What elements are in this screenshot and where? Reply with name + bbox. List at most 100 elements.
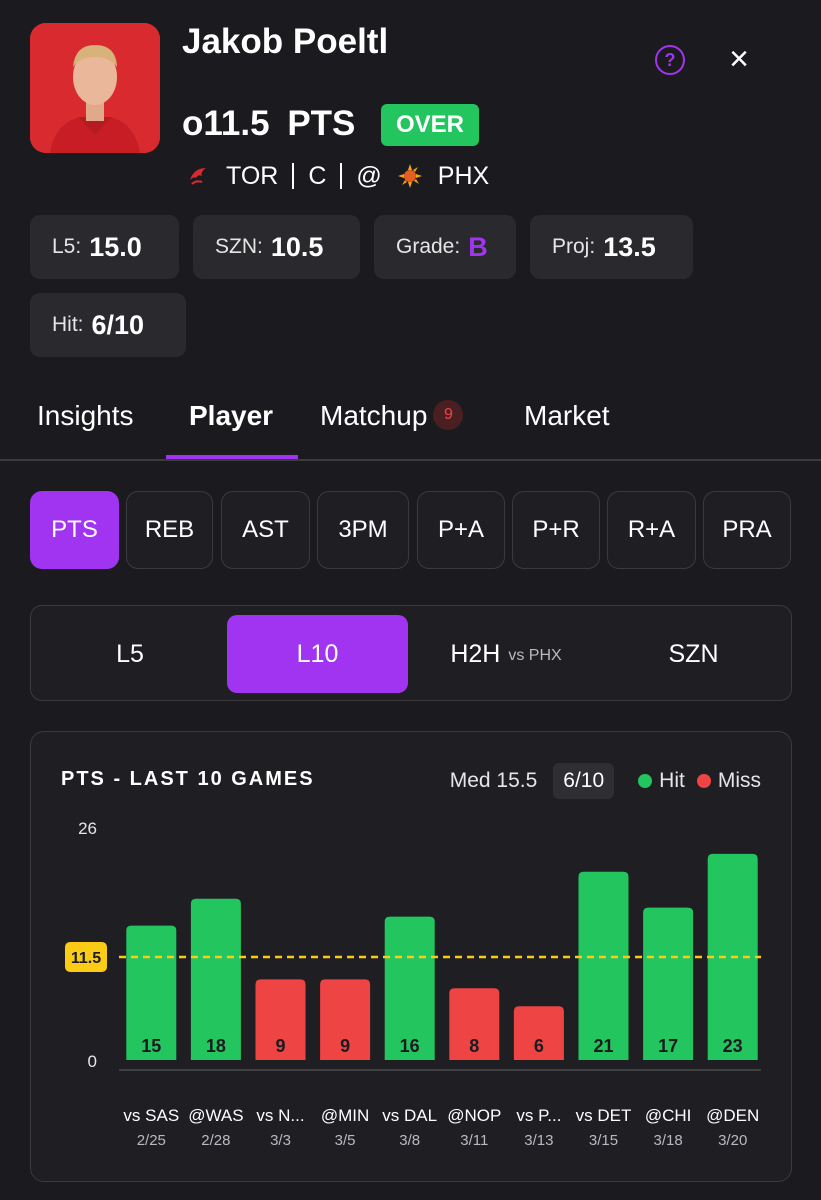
chart-bar xyxy=(320,979,371,1060)
stat-value: 15.0 xyxy=(89,231,142,262)
tab-matchup[interactable]: Matchup 9 xyxy=(320,399,464,433)
prop-line-badge xyxy=(65,941,107,972)
prop-line-label: 11.5 xyxy=(71,950,101,967)
tab-bar: Insights Player Matchup 9 Market xyxy=(0,388,821,460)
tab-label: Matchup xyxy=(320,400,428,431)
legend-miss: Miss xyxy=(696,769,761,793)
legend-hit-label: Hit xyxy=(659,769,685,792)
tab-insights[interactable]: Insights xyxy=(37,400,134,431)
player-position: C xyxy=(308,161,327,190)
stat-chip-p-r[interactable]: P+R xyxy=(512,491,600,569)
chart-bar xyxy=(384,916,435,1060)
stat-hit: Hit: 6/10 xyxy=(30,293,186,357)
bar-value-label: 6 xyxy=(534,1036,544,1056)
stat-chip-r-a[interactable]: R+A xyxy=(607,491,696,569)
chart-bar xyxy=(449,988,500,1060)
hit-count-pill: 6/10 xyxy=(553,763,615,799)
range-selector: L5 L10 H2H vs PHX SZN xyxy=(30,605,792,701)
pick-badge: OVER xyxy=(381,104,480,146)
at-symbol: @ xyxy=(356,161,382,190)
stat-value: 6/10 xyxy=(91,309,145,340)
legend-hit: Hit xyxy=(638,769,685,793)
chart-bar xyxy=(643,907,694,1060)
suns-logo-icon xyxy=(396,162,424,190)
chart-bar xyxy=(513,1006,564,1060)
chart-bar xyxy=(126,925,177,1060)
stat-chip-3pm[interactable]: 3PM xyxy=(317,491,409,569)
help-icon[interactable]: ? xyxy=(655,45,685,75)
x-category-label: vs SAS xyxy=(123,1106,179,1125)
x-category-label: vs DET xyxy=(576,1106,632,1125)
x-date-label: 3/11 xyxy=(460,1132,488,1149)
stat-label: SZN: xyxy=(215,235,263,258)
stat-chip-reb[interactable]: REB xyxy=(126,491,213,569)
stat-proj: Proj: 13.5 xyxy=(530,215,693,279)
range-label: H2H xyxy=(450,639,501,668)
tab-market[interactable]: Market xyxy=(524,400,610,431)
player-name: Jakob Poeltl xyxy=(182,22,389,61)
stat-chip-ast[interactable]: AST xyxy=(221,491,310,569)
bar-value-label: 16 xyxy=(400,1036,420,1056)
stat-value: 10.5 xyxy=(270,231,324,262)
y-tick-label: 26 xyxy=(78,819,97,838)
chart-bar xyxy=(255,979,306,1060)
x-date-label: 3/18 xyxy=(653,1132,682,1149)
chart-card: PTS - LAST 10 GAMES Med 15.5 6/10 Hit Mi… xyxy=(30,731,792,1182)
range-l10[interactable]: L10 xyxy=(227,615,408,693)
legend-miss-label: Miss xyxy=(717,769,761,792)
chart-bar xyxy=(190,898,241,1060)
x-category-label: vs DAL xyxy=(382,1106,437,1125)
stat-label: Hit: xyxy=(52,313,84,336)
chart-title: PTS - LAST 10 GAMES xyxy=(61,768,315,790)
x-category-label: vs P... xyxy=(516,1106,561,1125)
stat-chip-p-a[interactable]: P+A xyxy=(417,491,505,569)
stat-grade: Grade: B xyxy=(374,215,516,279)
miss-dot-icon xyxy=(696,774,711,788)
range-h2h[interactable]: H2H vs PHX xyxy=(411,615,601,693)
player-avatar xyxy=(30,23,160,153)
bar-value-label: 8 xyxy=(469,1036,479,1056)
bar-value-label: 15 xyxy=(141,1036,161,1056)
active-tab-indicator xyxy=(166,455,298,459)
range-l5[interactable]: L5 xyxy=(116,639,144,668)
x-date-label: 3/8 xyxy=(399,1132,420,1149)
bar-chart: 26 0 15 vs SAS 2/25 18 @WAS 2/28 9 vs N... 3/3 9 @MI… xyxy=(65,819,761,1149)
stat-value: 13.5 xyxy=(603,231,656,262)
opponent-abbr: PHX xyxy=(437,161,490,190)
team-abbr: TOR xyxy=(226,161,279,190)
stat-value: B xyxy=(468,231,488,262)
divider xyxy=(340,163,343,189)
hit-dot-icon xyxy=(638,774,653,788)
stat-chip-pra[interactable]: PRA xyxy=(703,491,791,569)
close-icon[interactable]: × xyxy=(729,40,749,78)
x-date-label: 3/20 xyxy=(718,1132,747,1149)
x-category-label: vs N... xyxy=(256,1106,304,1125)
chart-legend: Med 15.5 6/10 Hit Miss xyxy=(450,763,761,799)
matchup-row: TOR C @ PHX xyxy=(184,160,489,192)
bar-value-label: 21 xyxy=(593,1036,613,1056)
bar-value-label: 23 xyxy=(723,1036,743,1056)
x-date-label: 3/13 xyxy=(524,1132,553,1149)
tab-player[interactable]: Player xyxy=(189,400,274,431)
stat-chip-pts[interactable]: PTS xyxy=(30,491,119,569)
bar-value-label: 18 xyxy=(206,1036,226,1056)
bar-value-label: 9 xyxy=(340,1036,350,1056)
x-date-label: 3/5 xyxy=(335,1132,356,1149)
prop-line: o11.5 PTS xyxy=(182,104,355,144)
median-label: Med 15.5 xyxy=(449,769,538,792)
x-date-label: 2/28 xyxy=(201,1132,230,1149)
x-date-label: 2/25 xyxy=(137,1132,166,1149)
x-category-label: @CHI xyxy=(645,1106,692,1125)
bar-value-label: 9 xyxy=(275,1036,285,1056)
y-tick-label: 0 xyxy=(88,1052,97,1071)
notification-badge: 9 xyxy=(433,399,464,430)
range-szn[interactable]: SZN xyxy=(668,639,719,668)
x-date-label: 3/3 xyxy=(270,1132,291,1149)
x-category-label: @MIN xyxy=(321,1106,369,1125)
divider xyxy=(0,459,821,461)
stat-l5: L5: 15.0 xyxy=(30,215,179,279)
x-category-label: @NOP xyxy=(447,1106,501,1125)
stat-szn: SZN: 10.5 xyxy=(193,215,360,279)
bar-value-label: 17 xyxy=(658,1036,678,1056)
x-category-label: @DEN xyxy=(706,1106,759,1125)
